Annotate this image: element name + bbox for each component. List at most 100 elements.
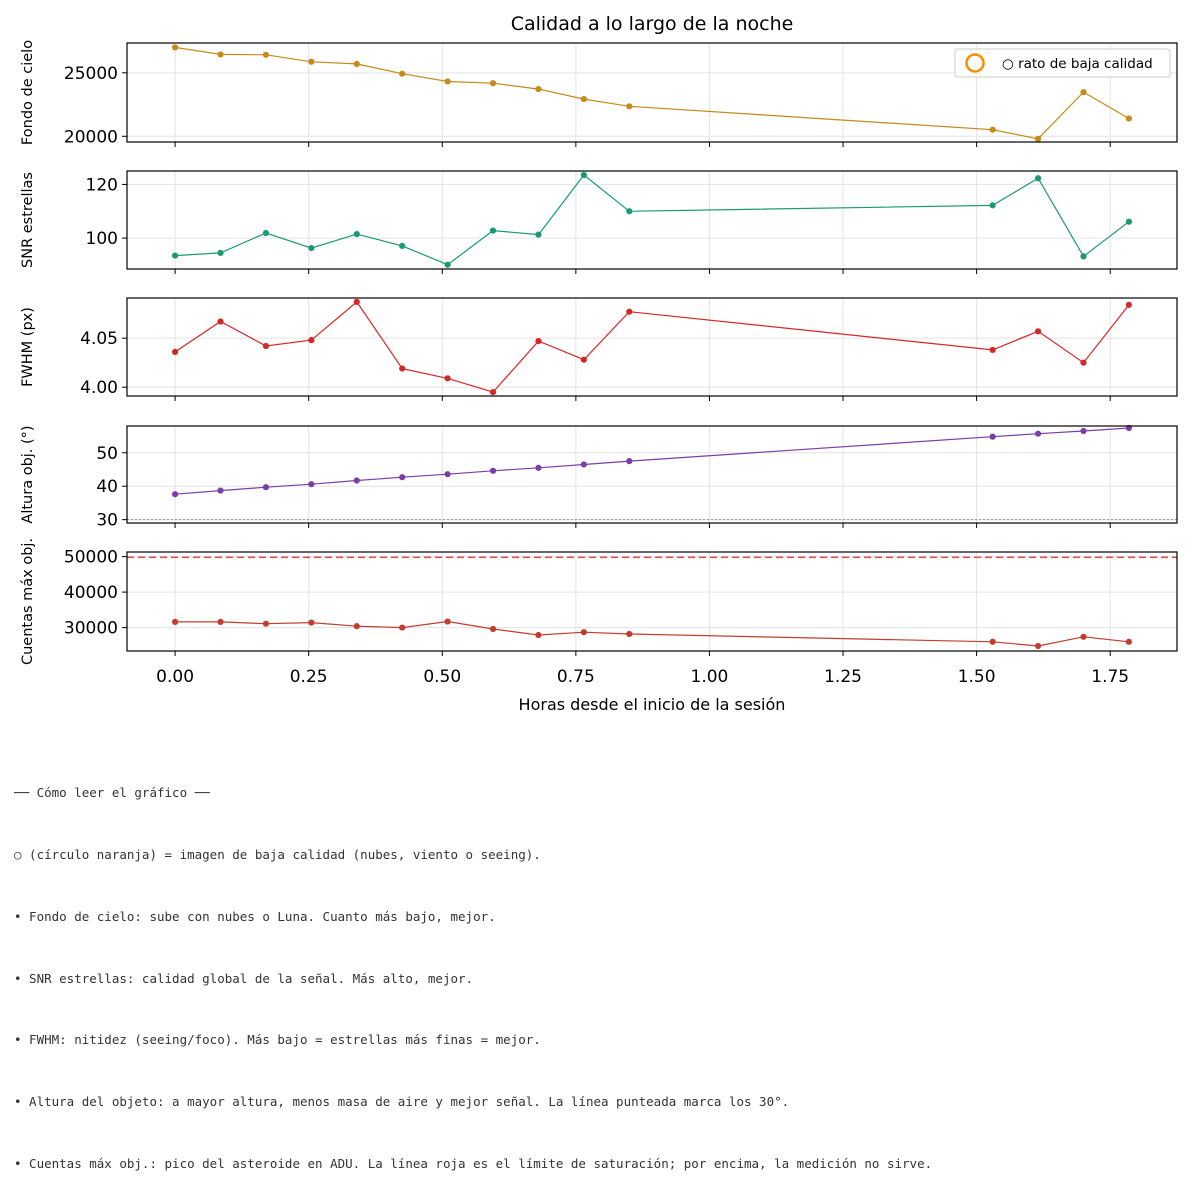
data-point — [989, 638, 996, 645]
data-point — [171, 44, 179, 51]
data-point — [626, 308, 633, 315]
data-point — [217, 249, 224, 256]
x-tick-label: 1.50 — [958, 667, 996, 687]
data-point — [444, 78, 451, 85]
data-point — [1034, 135, 1042, 142]
data-point — [444, 618, 451, 625]
data-point — [1080, 89, 1087, 96]
x-tick-label: 1.25 — [824, 667, 862, 687]
y-tick-label: 50000 — [64, 548, 118, 568]
note-line-1: ○ (círculo naranja) = imagen de baja cal… — [14, 846, 541, 862]
legend: ○ rato de baja calidad — [954, 48, 1171, 78]
data-point — [444, 471, 451, 478]
data-point — [489, 227, 497, 234]
data-point — [171, 252, 179, 259]
y-axis-label: FWHM (px) — [20, 307, 36, 387]
y-tick-label: 4.00 — [80, 378, 118, 398]
data-point — [489, 467, 497, 474]
data-point — [535, 631, 542, 639]
panel-frame — [126, 425, 1178, 524]
panel-1: 20000 25000 Fondo de cielo ○ rato de baja c… — [20, 40, 1178, 147]
note-line-6: • Cuentas máx obj.: pico del asteroide e… — [14, 1155, 933, 1171]
data-point — [489, 625, 497, 633]
note-line-2: • Fondo de cielo: sube con nubes o Luna.… — [14, 908, 496, 924]
x-tick-label: 0.50 — [423, 667, 461, 687]
panel-3: 4.00 4.05 FWHM (px) — [20, 297, 1178, 401]
data-point — [535, 85, 542, 93]
x-tick-label: 0.00 — [156, 667, 194, 687]
data-point — [1034, 642, 1042, 650]
data-point — [989, 346, 996, 354]
data-point — [489, 388, 497, 396]
data-point — [580, 461, 587, 468]
data-point — [989, 126, 996, 133]
data-point — [1125, 218, 1133, 225]
x-tick-label: 1.00 — [691, 667, 729, 687]
data-point — [399, 365, 406, 372]
data-point — [171, 491, 179, 498]
data-point — [308, 337, 315, 344]
series-line — [175, 620, 1129, 647]
data-point — [1125, 638, 1133, 645]
data-point — [1125, 301, 1133, 308]
series-line — [175, 174, 1130, 266]
y-axis-label: SNR estrellas — [20, 172, 36, 268]
y-axis-label: Fondo de cielo — [20, 40, 36, 145]
y-tick-label: 120 — [86, 175, 118, 195]
data-point — [489, 80, 497, 87]
chart: Calidad a lo largo de la noche Horas des… — [20, 13, 1178, 714]
data-point — [262, 620, 270, 627]
note-line-4: • FWHM: nitidez (seeing/foco). Más bajo … — [14, 1032, 541, 1048]
data-point — [353, 230, 360, 238]
panel-2: 100 120 SNR estrellas — [20, 170, 1178, 274]
y-tick-label: 4.05 — [80, 329, 118, 349]
data-point — [580, 96, 587, 103]
data-point — [1080, 253, 1087, 260]
y-tick-label: 50 — [96, 444, 118, 464]
data-point — [353, 477, 360, 484]
data-point — [171, 618, 179, 626]
data-point — [1080, 359, 1087, 366]
data-point — [580, 629, 587, 636]
panel-5: 30000 40000 50000 Cuentas máx obj. — [20, 538, 1178, 665]
y-tick-label: 20000 — [64, 127, 118, 147]
data-point — [353, 298, 360, 306]
x-tick-label: 1.75 — [1091, 667, 1129, 687]
legend-label: ○ rato de baja calidad — [1002, 56, 1153, 72]
data-point — [626, 103, 633, 110]
data-point — [535, 338, 542, 345]
data-point — [308, 244, 315, 252]
data-point — [308, 481, 315, 488]
panel-frame — [126, 551, 1178, 652]
data-point — [308, 58, 315, 65]
data-point — [580, 171, 587, 179]
data-point — [217, 487, 224, 494]
y-tick-label: 40 — [96, 477, 118, 497]
y-tick-label: 100 — [86, 229, 118, 249]
panel-4: 30 40 50 Altura obj. (°) — [20, 424, 1178, 531]
data-point — [262, 484, 270, 491]
series-line — [174, 301, 1130, 393]
notes-heading: ── Cómo leer el gráfico ── — [14, 785, 210, 801]
data-point — [308, 619, 315, 626]
data-point — [626, 458, 633, 465]
legend-box — [954, 48, 1171, 78]
chart-title: Calidad a lo largo de la noche — [511, 13, 794, 35]
y-tick-label: 25000 — [64, 64, 118, 84]
y-axis-label: Cuentas máx obj. — [20, 538, 36, 665]
data-point — [262, 51, 270, 58]
data-point — [217, 618, 224, 626]
data-point — [353, 60, 360, 68]
panel-frame — [126, 170, 1178, 270]
data-point — [1034, 430, 1042, 437]
note-line-3: • SNR estrellas: calidad global de la se… — [14, 970, 474, 986]
data-point — [262, 229, 270, 237]
y-axis-label: Altura obj. (°) — [20, 425, 36, 523]
data-point — [399, 242, 406, 250]
data-point — [1080, 427, 1087, 435]
data-point — [626, 208, 633, 215]
data-point — [217, 51, 224, 58]
data-point — [1125, 115, 1133, 122]
data-point — [444, 261, 451, 268]
data-point — [262, 342, 270, 350]
